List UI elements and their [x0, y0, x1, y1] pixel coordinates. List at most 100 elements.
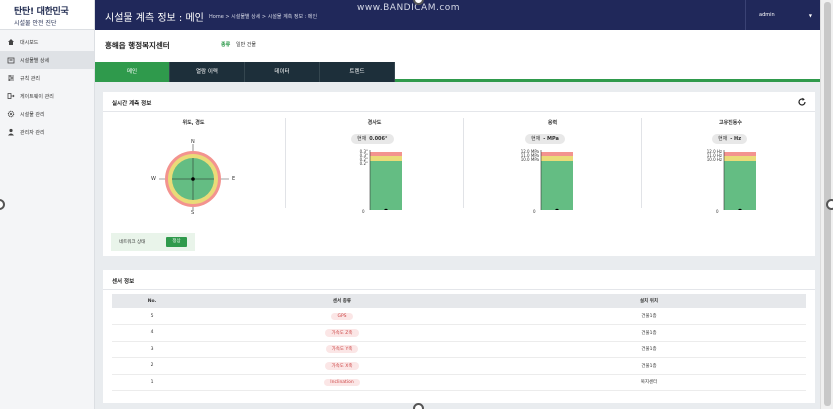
frequency-panel: 고유진동수 현재 - Hz 12.0 Hz 11.0 Hz 10.0 Hz 0 — [642, 114, 819, 214]
current-label: 현재 — [531, 136, 541, 142]
tick-label: 11.0 MPa — [520, 153, 539, 159]
table-row[interactable]: 4 가속도 Z축 건물1층 — [112, 324, 806, 342]
column-divider — [285, 118, 286, 208]
compass-east: E — [232, 176, 236, 182]
position-marker — [191, 177, 195, 181]
frequency-title: 고유진동수 — [718, 120, 742, 126]
sensor-location: 건물1층 — [492, 357, 806, 375]
column-divider — [641, 118, 642, 208]
tab-main[interactable]: 메인 — [95, 62, 170, 82]
tick-label: 0.3° — [359, 153, 368, 158]
sensor-table: No. 센서 종류 설치 위치 5 GPS 건물1층 4 가속도 Z축 건물1층… — [112, 294, 806, 391]
sensor-type-cell: 가속도 Z축 — [192, 324, 492, 342]
frequency-current-value: - Hz — [730, 136, 742, 142]
compass-south: S — [191, 210, 195, 216]
sensor-location: 복지센터 — [492, 374, 806, 391]
page-header: 흥해읍 행정복지센터 종류 일반 건물 — [95, 30, 820, 62]
sidebar-item-rules[interactable]: 규칙 관리 — [0, 69, 94, 87]
stress-title: 응력 — [547, 120, 558, 126]
sidebar-item-label: 게이트웨이 관리 — [20, 93, 54, 100]
sensor-no: 1 — [112, 374, 192, 391]
compass-north: N — [191, 139, 195, 145]
tilt-panel: 경사도 현재 0.006° 0.3° 0.3° 0.2° 0.2° 0 — [286, 114, 463, 214]
tick-label: 10.0 MPa — [520, 157, 539, 163]
tick-label: 12.0 MPa — [520, 149, 539, 154]
sensor-type-cell: GPS — [192, 308, 492, 325]
sidebar-item-label: 관리자 관리 — [20, 129, 45, 136]
chevron-down-icon: ▼ — [808, 13, 812, 18]
building-icon — [7, 56, 15, 64]
recording-handle[interactable] — [413, 403, 424, 409]
user-menu[interactable]: admin ▼ — [745, 0, 820, 30]
recording-handle[interactable] — [826, 199, 833, 210]
tilt-gauge — [369, 150, 402, 210]
table-row[interactable]: 1 Inclination 복지센터 — [112, 374, 806, 391]
facility-kind-value: 일반 건물 — [236, 42, 256, 48]
sensor-no: 2 — [112, 357, 192, 375]
tab-history[interactable]: 열람 이력 — [170, 62, 245, 82]
stress-current-value: - MPa — [543, 136, 559, 142]
brand-logo[interactable]: 탄탄! 대한민국 시설물 안전 진단 — [0, 0, 94, 30]
table-row[interactable]: 3 가속도 Y축 건물1층 — [112, 341, 806, 358]
sidebar-item-facility-detail[interactable]: 시설물별 상세 — [0, 51, 94, 69]
tick-label: 0.2° — [359, 161, 368, 166]
breadcrumb: Home > 시설물별 상세 > 시설물 계측 정보 : 메인 — [209, 14, 318, 20]
sidebar-item-dashboard[interactable]: 대시보드 — [0, 33, 94, 51]
table-row[interactable]: 2 가속도 X축 건물1층 — [112, 357, 806, 375]
divider — [103, 111, 815, 112]
column-header: 센서 종류 — [192, 294, 492, 308]
sidebar-item-label: 시설물별 상세 — [20, 57, 50, 64]
sliders-icon — [7, 74, 15, 82]
sidebar-item-gateway[interactable]: 게이트웨이 관리 — [0, 87, 94, 105]
network-status-box: 네트워크 상태 정상 — [111, 233, 195, 251]
sidebar-item-admin-manage[interactable]: 관리자 관리 — [0, 123, 94, 141]
compass-panel: 위도, 경도 N S E W — [105, 114, 282, 216]
refresh-icon[interactable] — [797, 97, 807, 107]
stress-current-pill: 현재 - MPa — [525, 134, 565, 144]
column-header: No. — [112, 294, 192, 308]
current-label: 현재 — [357, 136, 367, 142]
user-name: admin — [759, 12, 775, 18]
sidebar-item-label: 시설물 관리 — [20, 111, 45, 118]
frequency-ticks: 12.0 Hz 11.0 Hz 10.0 Hz — [705, 149, 722, 163]
stress-zero: 0 — [533, 209, 536, 214]
tick-label: 10.0 Hz — [706, 157, 722, 163]
tab-trend[interactable]: 트렌드 — [320, 62, 395, 82]
tilt-current-value: 0.006° — [369, 136, 388, 142]
table-row[interactable]: 5 GPS 건물1층 — [112, 308, 806, 325]
sensor-location: 건물1층 — [492, 308, 806, 325]
recording-handle[interactable] — [0, 199, 5, 210]
sensor-location: 건물1층 — [492, 341, 806, 358]
sensor-type-cell: 가속도 X축 — [192, 357, 492, 375]
stress-gauge — [540, 150, 573, 210]
sensor-type-cell: Inclination — [192, 374, 492, 391]
sidebar-item-label: 대시보드 — [20, 39, 39, 46]
facility-name: 흥해읍 행정복지센터 — [105, 41, 170, 50]
tick-label: 0.2° — [359, 157, 368, 162]
tab-bar: 메인 열람 이력 데이터 트렌드 — [95, 62, 820, 82]
frequency-current-pill: 현재 - Hz — [712, 134, 748, 144]
tilt-title: 경사도 — [367, 120, 382, 126]
brand-subtitle: 시설물 안전 진단 — [14, 20, 57, 27]
recording-handle[interactable] — [413, 0, 424, 5]
sidebar-item-label: 규칙 관리 — [20, 75, 40, 82]
stress-panel: 응력 현재 - MPa 12.0 MPa 11.0 MPa 10.0 MPa 0 — [464, 114, 641, 214]
top-header: 시설물 계측 정보 : 메인 Home > 시설물별 상세 > 시설물 계측 정… — [95, 0, 820, 30]
frequency-gauge — [723, 150, 756, 210]
sensor-type-tag: 가속도 Y축 — [325, 345, 359, 354]
divider — [103, 289, 815, 290]
network-status-label: 네트워크 상태 — [119, 240, 146, 245]
recording-watermark: www.BANDICAM.com — [357, 3, 461, 13]
column-header: 설치 위치 — [492, 294, 806, 308]
tilt-zero: 0 — [362, 209, 365, 214]
tilt-ticks: 0.3° 0.3° 0.2° 0.2° — [356, 150, 368, 166]
sensor-type-tag: GPS — [331, 312, 353, 320]
sensor-type-tag: 가속도 Z축 — [325, 328, 359, 337]
tab-data[interactable]: 데이터 — [245, 62, 320, 82]
sidebar-item-facility-manage[interactable]: 시설물 관리 — [0, 105, 94, 123]
gear-icon — [7, 110, 15, 118]
compass-title: 위도, 경도 — [182, 120, 205, 126]
sensor-location: 건물1층 — [492, 324, 806, 342]
compass-west: W — [151, 176, 156, 182]
tilt-current-pill: 현재 0.006° — [351, 134, 394, 144]
